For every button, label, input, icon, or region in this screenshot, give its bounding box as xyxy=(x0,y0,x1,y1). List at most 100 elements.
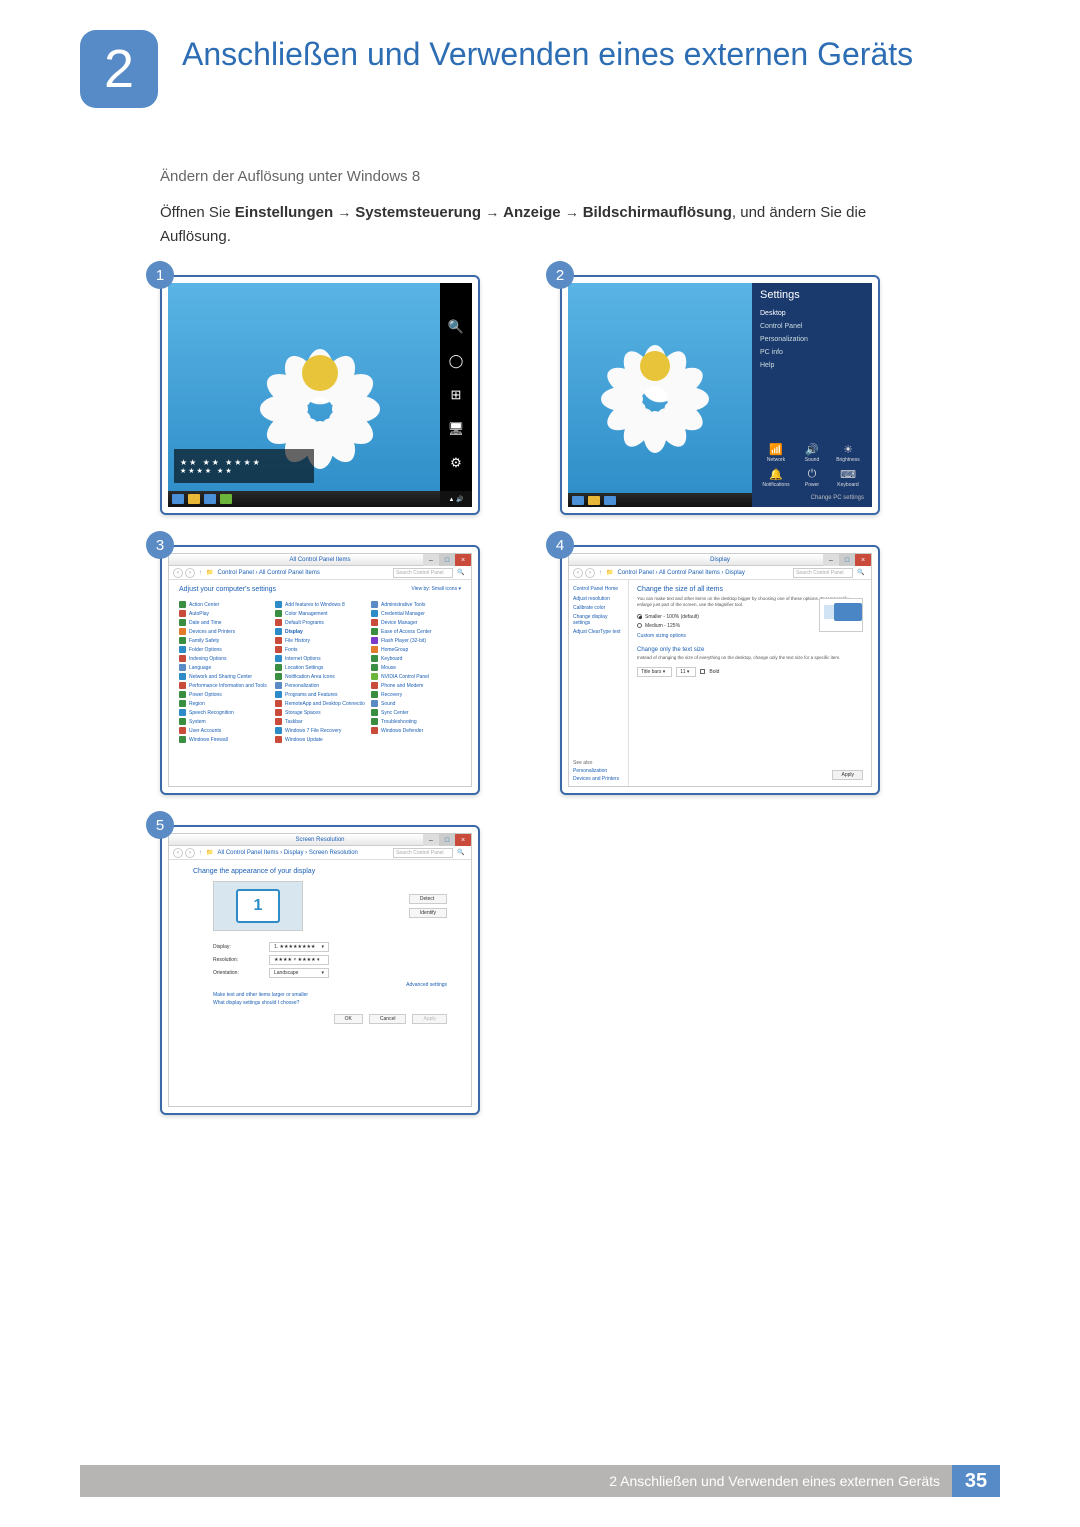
seealso-link[interactable]: Devices and Printers xyxy=(573,776,619,782)
side-heading[interactable]: Control Panel Home xyxy=(573,586,624,592)
start-icon[interactable]: ⊞ xyxy=(448,387,464,403)
control-panel-item[interactable]: Windows Firewall xyxy=(179,736,269,743)
control-panel-item[interactable]: Default Programs xyxy=(275,619,365,626)
control-panel-item[interactable]: Internet Options xyxy=(275,655,365,662)
search-input[interactable]: Search Control Panel xyxy=(793,568,853,578)
minimize-button[interactable]: – xyxy=(423,834,439,846)
network-icon[interactable]: 📶Network xyxy=(760,442,792,463)
share-icon[interactable]: ◯ xyxy=(448,353,464,369)
control-panel-item[interactable]: Indexing Options xyxy=(179,655,269,662)
settings-item[interactable]: Help xyxy=(760,359,864,372)
control-panel-item[interactable]: File History xyxy=(275,637,365,644)
help-link[interactable]: What display settings should I choose? xyxy=(213,1000,447,1006)
keyboard-icon[interactable]: ⌨Keyboard xyxy=(832,467,864,488)
taskbar-icon[interactable] xyxy=(188,494,200,504)
control-panel-item[interactable]: Family Safety xyxy=(179,637,269,644)
breadcrumb[interactable]: All Control Panel Items › Display › Scre… xyxy=(217,850,357,856)
control-panel-item[interactable]: Device Manager xyxy=(371,619,461,626)
control-panel-item[interactable]: Network and Sharing Center xyxy=(179,673,269,680)
control-panel-item[interactable]: Fonts xyxy=(275,646,365,653)
taskbar-icon[interactable] xyxy=(204,494,216,504)
taskbar[interactable] xyxy=(568,493,752,507)
control-panel-item[interactable]: Region xyxy=(179,700,269,707)
back-button[interactable]: ‹ xyxy=(573,568,583,578)
control-panel-item[interactable]: Notification Area Icons xyxy=(275,673,365,680)
taskbar[interactable] xyxy=(168,491,440,507)
control-panel-item[interactable]: NVIDIA Control Panel xyxy=(371,673,461,680)
taskbar-icon[interactable] xyxy=(588,496,600,505)
control-panel-item[interactable]: Administrative Tools xyxy=(371,601,461,608)
power-icon[interactable]: ⏻Power xyxy=(796,467,828,488)
forward-button[interactable]: › xyxy=(585,568,595,578)
control-panel-item[interactable]: Recovery xyxy=(371,691,461,698)
radio-icon[interactable] xyxy=(637,614,642,619)
control-panel-item[interactable]: Programs and Features xyxy=(275,691,365,698)
resolution-dropdown[interactable]: ★★★★ × ★★★★ ▾ xyxy=(269,955,329,965)
taskbar-icon[interactable] xyxy=(220,494,232,504)
control-panel-item[interactable]: HomeGroup xyxy=(371,646,461,653)
control-panel-item[interactable]: Language xyxy=(179,664,269,671)
control-panel-item[interactable]: Date and Time xyxy=(179,619,269,626)
devices-icon[interactable]: 🖥 xyxy=(448,421,464,437)
control-panel-item[interactable]: Credential Manager xyxy=(371,610,461,617)
control-panel-item[interactable]: Storage Spaces xyxy=(275,709,365,716)
change-pc-settings-link[interactable]: Change PC settings xyxy=(760,492,864,501)
side-link[interactable]: Change display settings xyxy=(573,614,624,626)
advanced-settings-link[interactable]: Advanced settings xyxy=(193,982,447,988)
control-panel-item[interactable]: Troubleshooting xyxy=(371,718,461,725)
system-tray[interactable]: ▲ 🔊 xyxy=(440,491,472,507)
side-link[interactable]: Calibrate color xyxy=(573,605,624,611)
radio-icon[interactable] xyxy=(637,623,642,628)
forward-button[interactable]: › xyxy=(185,568,195,578)
control-panel-item[interactable]: System xyxy=(179,718,269,725)
minimize-button[interactable]: – xyxy=(423,554,439,566)
orientation-dropdown[interactable]: Landscape▾ xyxy=(269,968,329,978)
control-panel-item[interactable]: User Accounts xyxy=(179,727,269,734)
search-input[interactable]: Search Control Panel xyxy=(393,848,453,858)
monitor-icon[interactable]: 1 xyxy=(236,889,280,923)
sound-icon[interactable]: 🔊Sound xyxy=(796,442,828,463)
control-panel-item[interactable]: Color Management xyxy=(275,610,365,617)
notifications-icon[interactable]: 🔔Notifications xyxy=(760,467,792,488)
settings-item[interactable]: Desktop xyxy=(760,307,864,320)
settings-item[interactable]: Personalization xyxy=(760,333,864,346)
forward-button[interactable]: › xyxy=(185,848,195,858)
control-panel-item[interactable]: Personalization xyxy=(275,682,365,689)
control-panel-item[interactable]: RemoteApp and Desktop Connections xyxy=(275,700,365,707)
settings-item[interactable]: PC info xyxy=(760,346,864,359)
settings-item-control-panel[interactable]: Control Panel xyxy=(760,320,864,333)
cancel-button[interactable]: Cancel xyxy=(369,1014,407,1024)
back-button[interactable]: ‹ xyxy=(173,848,183,858)
control-panel-item[interactable]: AutoPlay xyxy=(179,610,269,617)
control-panel-item[interactable]: Taskbar xyxy=(275,718,365,725)
side-link[interactable]: Adjust resolution xyxy=(573,596,624,602)
control-panel-item[interactable]: Performance Information and Tools xyxy=(179,682,269,689)
maximize-button[interactable]: □ xyxy=(439,554,455,566)
bold-checkbox[interactable] xyxy=(700,669,705,674)
taskbar-icon[interactable] xyxy=(172,494,184,504)
minimize-button[interactable]: – xyxy=(823,554,839,566)
control-panel-item[interactable]: Add features to Windows 8 xyxy=(275,601,365,608)
identify-button[interactable]: Identify xyxy=(409,908,447,918)
control-panel-item[interactable]: Mouse xyxy=(371,664,461,671)
back-button[interactable]: ‹ xyxy=(173,568,183,578)
control-panel-item[interactable]: Location Settings xyxy=(275,664,365,671)
maximize-button[interactable]: □ xyxy=(839,554,855,566)
detect-button[interactable]: Detect xyxy=(409,894,447,904)
control-panel-item[interactable]: Sound xyxy=(371,700,461,707)
close-button[interactable]: × xyxy=(455,554,471,566)
search-icon[interactable]: 🔍 xyxy=(457,569,467,576)
control-panel-item[interactable]: Windows Update xyxy=(275,736,365,743)
brightness-icon[interactable]: ☀Brightness xyxy=(832,442,864,463)
close-button[interactable]: × xyxy=(455,834,471,846)
control-panel-item[interactable]: Windows 7 File Recovery xyxy=(275,727,365,734)
text-size-link[interactable]: Make text and other items larger or smal… xyxy=(213,992,447,998)
apply-button[interactable]: Apply xyxy=(832,770,863,780)
taskbar-icon[interactable] xyxy=(572,496,584,505)
control-panel-item[interactable]: Folder Options xyxy=(179,646,269,653)
ok-button[interactable]: OK xyxy=(334,1014,363,1024)
seealso-link[interactable]: Personalization xyxy=(573,768,619,774)
taskbar-icon[interactable] xyxy=(604,496,616,505)
control-panel-item[interactable]: Power Options xyxy=(179,691,269,698)
control-panel-item[interactable]: Display xyxy=(275,628,365,635)
